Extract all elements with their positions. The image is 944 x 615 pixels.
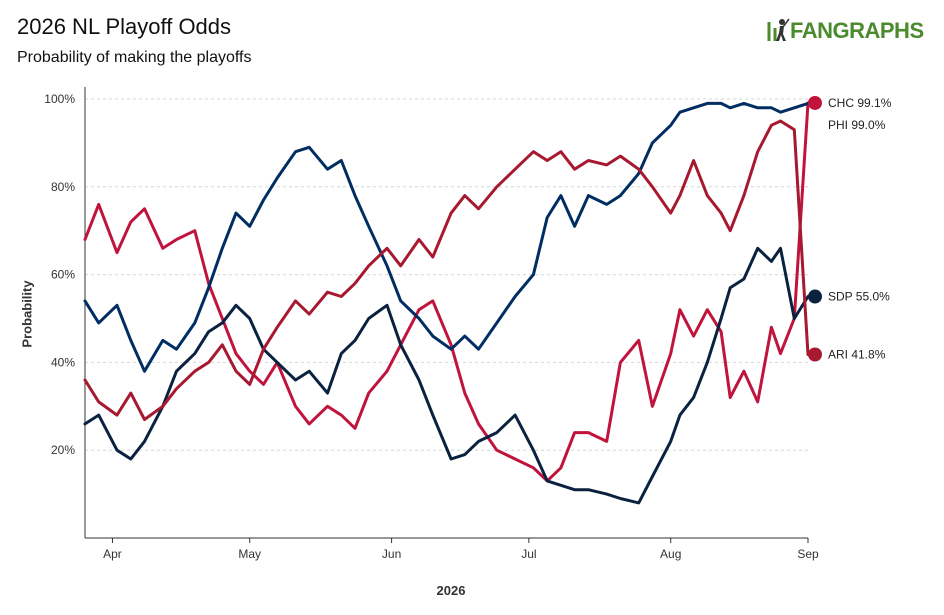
- x-tick-label: Jul: [521, 547, 536, 561]
- axes: 20% 40% 60% 80% 100% Apr May Jun Jul Aug Sep: [44, 87, 819, 561]
- series-line-ari: [83, 119, 810, 421]
- chart-title: 2026 NL Playoff Odds: [17, 14, 232, 39]
- end-label-chc: CHC 99.1%: [828, 96, 892, 110]
- batter-icon: [767, 18, 790, 41]
- end-dot-chc: [808, 95, 822, 110]
- end-labels: CHC 99.1% PHI 99.0% SDP 55.0% ARI 41.8%: [808, 95, 892, 362]
- x-tick-label: Jun: [382, 547, 401, 561]
- y-tick-label: 60%: [51, 268, 75, 282]
- x-tick-label: Aug: [660, 547, 681, 561]
- chart-subtitle: Probability of making the playoffs: [17, 49, 252, 66]
- end-label-phi: PHI 99.0%: [828, 118, 886, 132]
- y-tick-label: 100%: [44, 92, 75, 106]
- grid: [85, 98, 808, 451]
- end-dot-sdp: [808, 289, 822, 304]
- y-tick-label: 80%: [51, 180, 75, 194]
- y-tick-label: 40%: [51, 355, 75, 369]
- logo-text: FANGRAPHS: [790, 18, 924, 43]
- y-tick-label: 20%: [51, 443, 75, 457]
- x-axis-label: 2026: [436, 583, 466, 598]
- series-line-sdp: [83, 246, 810, 505]
- y-axis-label: Probability: [19, 280, 35, 348]
- series-line-phi: [83, 101, 810, 373]
- x-tick-label: Apr: [103, 547, 122, 561]
- series-lines: [83, 101, 810, 505]
- x-tick-label: Sep: [797, 547, 819, 561]
- fangraphs-logo[interactable]: FANGRAPHS: [766, 18, 924, 44]
- end-dot-ari: [808, 347, 822, 362]
- series-line-chc: [83, 101, 810, 483]
- end-label-sdp: SDP 55.0%: [828, 290, 890, 304]
- end-label-ari: ARI 41.8%: [828, 347, 886, 361]
- x-tick-label: May: [238, 547, 261, 561]
